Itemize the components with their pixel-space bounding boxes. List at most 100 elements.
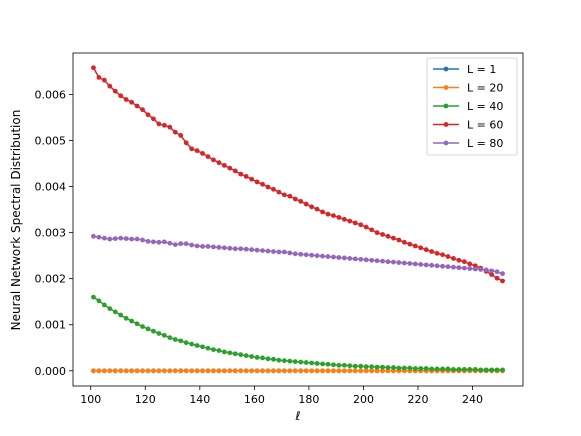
- x-tick-label: 200: [353, 393, 374, 406]
- legend-item: L = 40: [433, 100, 503, 113]
- legend-swatch-marker: [443, 85, 449, 90]
- data-point: [216, 368, 222, 374]
- data-point: [96, 298, 102, 304]
- legend-item: L = 80: [433, 137, 503, 150]
- data-point: [396, 365, 402, 371]
- data-point: [369, 257, 375, 263]
- data-point: [254, 179, 260, 185]
- data-point: [336, 362, 342, 368]
- data-point: [200, 151, 205, 156]
- data-point: [287, 358, 293, 364]
- data-point: [401, 260, 407, 266]
- data-point: [118, 235, 124, 241]
- data-point: [107, 306, 113, 312]
- data-point: [461, 259, 467, 265]
- data-point: [134, 236, 140, 242]
- data-point: [189, 341, 195, 347]
- data-point: [145, 112, 151, 118]
- legend: L = 1 L = 20 L = 40 L = 60 L = 80: [426, 57, 518, 156]
- data-point: [156, 239, 162, 245]
- data-point: [260, 368, 265, 374]
- data-point: [243, 368, 249, 374]
- data-point: [380, 364, 385, 370]
- data-point: [401, 365, 407, 371]
- data-point: [249, 354, 255, 359]
- data-point: [205, 244, 211, 249]
- data-point: [423, 247, 429, 253]
- data-point: [391, 365, 396, 370]
- data-point: [183, 368, 189, 374]
- data-point: [161, 239, 167, 245]
- legend-swatch-marker: [443, 140, 449, 146]
- data-point: [494, 367, 500, 373]
- data-point: [271, 186, 276, 192]
- data-point: [271, 249, 276, 254]
- data-point: [494, 275, 500, 281]
- data-point: [276, 357, 282, 363]
- data-point: [352, 363, 358, 369]
- data-point: [341, 362, 347, 368]
- data-point: [478, 267, 484, 272]
- data-point: [320, 209, 325, 215]
- y-tick-label: 0.006: [35, 88, 67, 101]
- data-point: [107, 83, 113, 89]
- data-point: [363, 368, 369, 374]
- series-layer: [91, 65, 505, 374]
- data-point: [292, 368, 298, 374]
- data-point: [374, 230, 380, 236]
- data-point: [216, 244, 222, 250]
- data-point: [238, 171, 244, 177]
- data-point: [363, 257, 369, 263]
- data-point: [260, 248, 265, 253]
- data-point: [336, 368, 342, 374]
- data-point: [145, 238, 151, 244]
- data-point: [200, 244, 205, 249]
- data-point: [391, 259, 396, 265]
- data-point: [391, 235, 396, 241]
- data-point: [434, 366, 440, 372]
- data-point: [96, 75, 102, 80]
- data-point: [418, 262, 424, 267]
- data-point: [314, 253, 320, 259]
- data-point: [440, 252, 445, 258]
- data-point: [243, 353, 249, 358]
- data-point: [254, 247, 260, 253]
- data-point: [156, 331, 162, 336]
- x-tick-label: 100: [80, 393, 101, 406]
- data-point: [254, 368, 260, 374]
- data-point: [325, 361, 331, 367]
- plot-frame: [72, 52, 524, 387]
- data-point: [200, 344, 205, 350]
- data-point: [129, 318, 135, 324]
- data-point: [276, 368, 282, 374]
- data-point: [232, 368, 238, 374]
- data-point: [287, 193, 293, 199]
- data-point: [309, 252, 315, 258]
- legend-swatch-marker: [443, 122, 449, 127]
- data-point: [380, 368, 385, 374]
- data-point: [172, 242, 178, 248]
- data-point: [172, 337, 178, 342]
- data-point: [374, 364, 380, 370]
- data-point: [123, 315, 129, 321]
- data-point: [303, 360, 309, 365]
- data-point: [472, 266, 478, 272]
- data-point: [434, 263, 440, 269]
- data-point: [287, 368, 293, 374]
- data-point: [205, 368, 211, 374]
- data-point: [407, 261, 413, 266]
- data-point: [483, 267, 489, 273]
- data-point: [227, 368, 233, 374]
- data-point: [189, 242, 195, 248]
- data-point: [145, 326, 151, 332]
- data-point: [156, 368, 162, 374]
- data-point: [303, 368, 309, 374]
- data-point: [238, 246, 244, 252]
- data-point: [456, 367, 462, 372]
- data-point: [134, 321, 140, 327]
- data-point: [118, 368, 124, 374]
- data-point: [281, 249, 287, 255]
- data-point: [358, 368, 364, 374]
- data-point: [249, 247, 255, 253]
- data-point: [445, 366, 451, 372]
